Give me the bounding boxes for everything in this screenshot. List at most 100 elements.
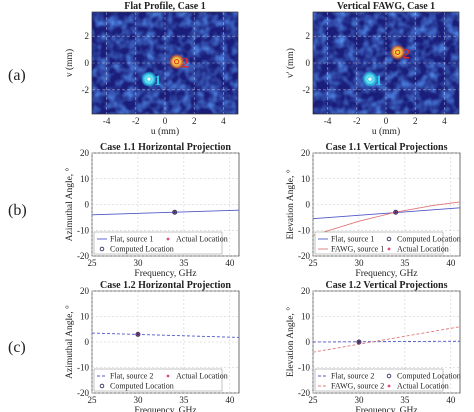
source-marker-2 <box>173 58 180 65</box>
legend-label: Flat, source 2 <box>331 372 374 381</box>
legend-label: FAWG, source 1 <box>331 245 384 254</box>
y-tick-label: -2 <box>303 85 311 95</box>
legend-box <box>93 231 223 255</box>
legend-label: Actual Location <box>176 372 228 381</box>
y-tick-label: 0 <box>85 200 90 210</box>
axes-box <box>312 11 460 115</box>
source-label-1: 1 <box>375 73 383 89</box>
series-line-0 <box>312 340 461 343</box>
legend-label: Flat, source 1 <box>110 235 153 244</box>
legend-label: FAWG, source 2 <box>331 382 384 391</box>
x-tick-label: -4 <box>324 116 332 126</box>
series-line-0 <box>91 332 240 338</box>
y-tick-label: -2 <box>82 85 90 95</box>
x-tick-label: 40 <box>446 395 456 405</box>
panel-c2: Case 1.2 Vertical Projections Flat, sourc… <box>285 280 461 412</box>
x-tick-label: 30 <box>354 395 364 405</box>
source-label-2: 2 <box>182 56 190 72</box>
x-tick-label: 2 <box>192 116 197 126</box>
x-tick-label: 35 <box>400 258 410 268</box>
y-tick-label: 10 <box>301 174 311 184</box>
panel-title: Case 1.1 Vertical Projections <box>325 142 447 153</box>
y-tick-label: 20 <box>80 286 90 296</box>
x-axis-label: u (mm) <box>151 126 179 137</box>
y-tick-label: -20 <box>298 388 310 398</box>
legend-label: Actual Location <box>397 382 449 391</box>
source-marker-1 <box>367 76 373 82</box>
x-tick-label: 0 <box>384 116 389 126</box>
y-tick-label: -20 <box>77 388 89 398</box>
legend-label: Actual Location <box>176 235 228 244</box>
x-tick-label: 40 <box>225 258 235 268</box>
x-tick-label: 25 <box>309 258 319 268</box>
x-tick-label: 25 <box>88 258 98 268</box>
computed-location-dot <box>173 211 176 214</box>
legend-swatch-actual <box>166 374 170 378</box>
source-label-2: 2 <box>403 46 411 62</box>
y-tick-label: 0 <box>306 58 311 68</box>
computed-location-point <box>172 209 178 215</box>
x-tick-label: 30 <box>133 258 143 268</box>
x-axis-label: u (mm) <box>372 126 400 137</box>
legend-swatch-computed <box>386 373 392 379</box>
x-tick-label: 0 <box>163 116 168 126</box>
x-tick-label: 40 <box>446 258 456 268</box>
source-label-1: 1 <box>154 73 162 89</box>
legend-swatch-actual <box>387 384 391 388</box>
panel-title: Case 1.1 Horizontal Projection <box>100 142 231 153</box>
computed-location-point <box>135 331 141 337</box>
legend-swatch-actual <box>166 237 170 241</box>
panel-title: Case 1.2 Vertical Projections <box>325 280 447 291</box>
panel-a2: Vertical FAWG, Case 1 1 2 -4 -2 0 2 4 -2 0 2 u (mm)… <box>285 1 460 137</box>
row-label-2: (c) <box>8 339 26 356</box>
y-tick-label: 20 <box>301 148 311 158</box>
computed-location-dot <box>394 211 397 214</box>
legend-swatch-computed <box>99 246 105 252</box>
x-axis-label: Frequency, GHz <box>134 406 196 412</box>
x-axis-label: Frequency, GHz <box>355 269 417 279</box>
x-tick-label: 30 <box>354 258 364 268</box>
y-tick-label: -10 <box>77 225 89 235</box>
y-tick-label: -20 <box>298 251 310 261</box>
axes-box <box>91 11 239 115</box>
legend-swatch-actual <box>387 247 391 251</box>
y-tick-label: 20 <box>301 286 311 296</box>
x-tick-label: 30 <box>133 395 143 405</box>
y-tick-label: 0 <box>85 58 90 68</box>
x-tick-label: -2 <box>132 116 140 126</box>
x-tick-label: 25 <box>88 395 98 405</box>
x-tick-label: 35 <box>400 395 410 405</box>
row-label-1: (b) <box>8 202 27 219</box>
y-tick-label: 2 <box>85 31 90 41</box>
x-tick-label: 2 <box>413 116 418 126</box>
y-tick-label: -20 <box>77 251 89 261</box>
x-tick-label: 4 <box>221 116 226 126</box>
computed-location-dot <box>136 333 140 336</box>
panel-b1: Case 1.1 Horizontal Projection Flat, sour… <box>64 142 240 279</box>
y-axis-label: v' (mm) <box>285 48 296 78</box>
y-tick-label: -10 <box>298 363 310 373</box>
x-tick-label: 25 <box>309 395 319 405</box>
legend-label: Actual Location <box>397 245 449 254</box>
y-tick-label: 0 <box>306 200 311 210</box>
x-tick-label: 4 <box>442 116 447 126</box>
y-tick-label: 20 <box>80 148 90 158</box>
y-tick-label: 0 <box>306 337 311 347</box>
computed-location-dot <box>357 340 361 344</box>
x-tick-label: 35 <box>179 395 189 405</box>
y-axis-label: Elevation Angle, ° <box>285 169 296 239</box>
legend-label: Computed Location <box>110 382 174 391</box>
y-tick-label: 10 <box>80 174 90 184</box>
legend-label: Flat, source 2 <box>110 372 153 381</box>
y-axis-label: Azimuthal Angle, ° <box>64 305 75 379</box>
x-tick-label: -4 <box>103 116 111 126</box>
legend-box <box>314 368 444 392</box>
series-line-0 <box>312 207 461 220</box>
panel-a1: Flat Profile, Case 1 1 2 -4 -2 0 2 4 -2 0 2 u (mm) v… <box>64 1 239 137</box>
x-tick-label: -2 <box>353 116 361 126</box>
series-line-0 <box>91 209 240 216</box>
computed-location-point <box>356 339 362 345</box>
panel-title: Flat Profile, Case 1 <box>124 1 205 12</box>
y-tick-label: -10 <box>298 225 310 235</box>
